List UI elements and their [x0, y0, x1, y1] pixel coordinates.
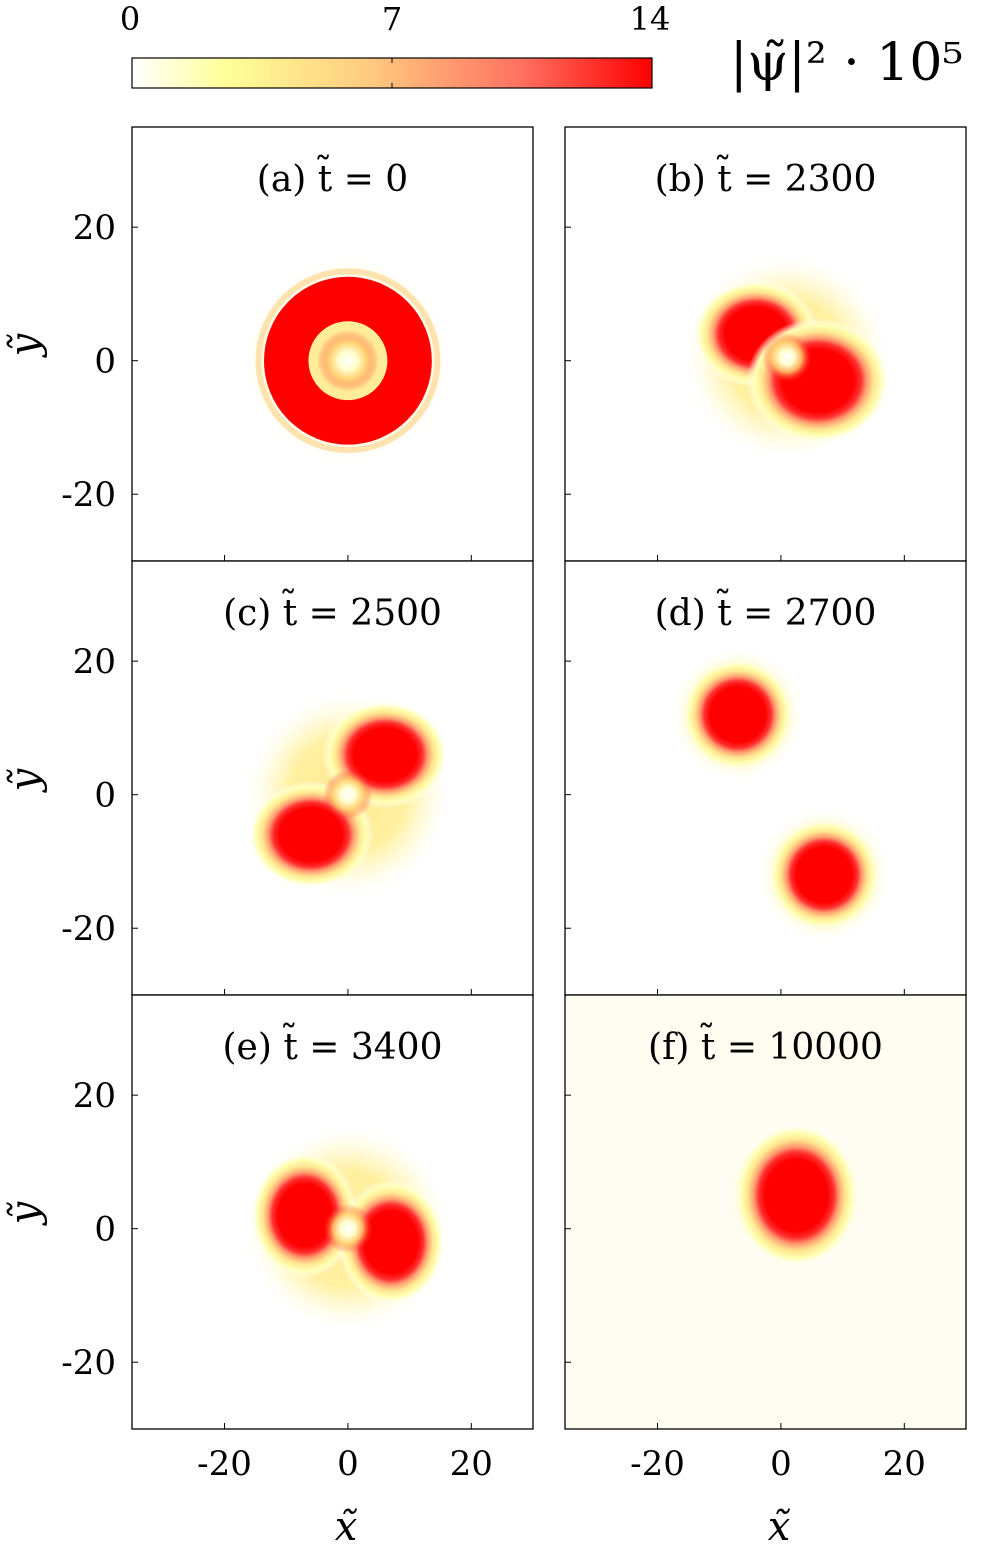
density-core-hole	[317, 329, 379, 392]
colorbar-tick-label-mid: 7	[382, 0, 402, 38]
panel-d: (d) t̃ = 2700	[564, 560, 967, 996]
colorbar-tick-label-max: 14	[630, 0, 671, 38]
heatmap-density	[243, 255, 453, 466]
y-tick-label: -20	[61, 475, 116, 515]
density-core-hole	[323, 1204, 373, 1254]
x-tick-label: 0	[337, 1444, 359, 1484]
panel-b: (b) t̃ = 2300	[564, 126, 967, 562]
heatmap-density	[682, 252, 892, 463]
panel-frame	[131, 994, 534, 1430]
density-lobe	[746, 318, 890, 444]
heatmap-density	[243, 689, 453, 900]
density-spot	[682, 659, 794, 771]
x-tick-label: -20	[197, 1444, 252, 1484]
colorbar-label: |ψ̃|² · 10⁵	[730, 33, 963, 93]
panel-title: (b) t̃ = 2300	[655, 155, 877, 200]
x-tick-label: -20	[630, 1444, 685, 1484]
density-core-hole	[762, 332, 812, 383]
density-ring	[264, 276, 432, 445]
x-tick-label: 20	[450, 1444, 493, 1484]
x-axis-label-col1: x̃	[335, 1504, 358, 1550]
x-axis-label-col2: x̃	[768, 1504, 791, 1550]
panel-e: 20 0 -20 -20 0 20 (e) t̃ = 3400	[61, 994, 534, 1484]
panel-title: (c) t̃ = 2500	[223, 589, 442, 634]
density-spot	[733, 1123, 859, 1267]
density-ring-edge	[255, 268, 441, 454]
panel-background	[565, 561, 966, 995]
y-axis-label-row3: ỹ	[2, 1200, 48, 1226]
y-axis-label-row2: ỹ	[2, 767, 48, 793]
x-tick-label: 0	[770, 1444, 792, 1484]
panel-title: (e) t̃ = 3400	[223, 1023, 443, 1068]
heatmap-density	[669, 646, 892, 943]
panel-a: 20 0 -20 (a) t̃ = 0	[61, 126, 534, 562]
heatmap-density	[243, 1123, 453, 1334]
panels: 20 0 -20 (a) t̃ = 0 (b) t̃ = 2300 20 0 -20 (c) t…	[61, 126, 967, 1484]
colorbar-tick-label-min: 0	[120, 0, 140, 38]
y-tick-label: 20	[73, 1076, 116, 1116]
y-tick-label: 0	[94, 342, 116, 382]
panel-c: 20 0 -20 (c) t̃ = 2500	[61, 560, 534, 996]
y-tick-label: 20	[73, 208, 116, 248]
y-tick-label: -20	[61, 1343, 116, 1383]
y-tick-label: 0	[94, 776, 116, 816]
heatmap-density	[565, 995, 966, 1429]
y-tick-label: -20	[61, 909, 116, 949]
panel-title: (f) t̃ = 10000	[648, 1023, 883, 1068]
panel-title: (a) t̃ = 0	[257, 155, 408, 200]
panel-title: (d) t̃ = 2700	[655, 589, 877, 634]
y-tick-label: 0	[94, 1210, 116, 1250]
y-tick-label: 20	[73, 642, 116, 682]
panel-frame	[564, 994, 967, 1430]
colorbar: 0 7 14 |ψ̃|² · 10⁵	[120, 0, 963, 93]
y-axis-label-row1: ỹ	[2, 332, 48, 358]
density-core-hole	[323, 770, 373, 820]
panel-f: -20 0 20 (f) t̃ = 10000	[564, 994, 967, 1484]
density-spot	[768, 819, 880, 931]
x-tick-label: 20	[883, 1444, 926, 1484]
